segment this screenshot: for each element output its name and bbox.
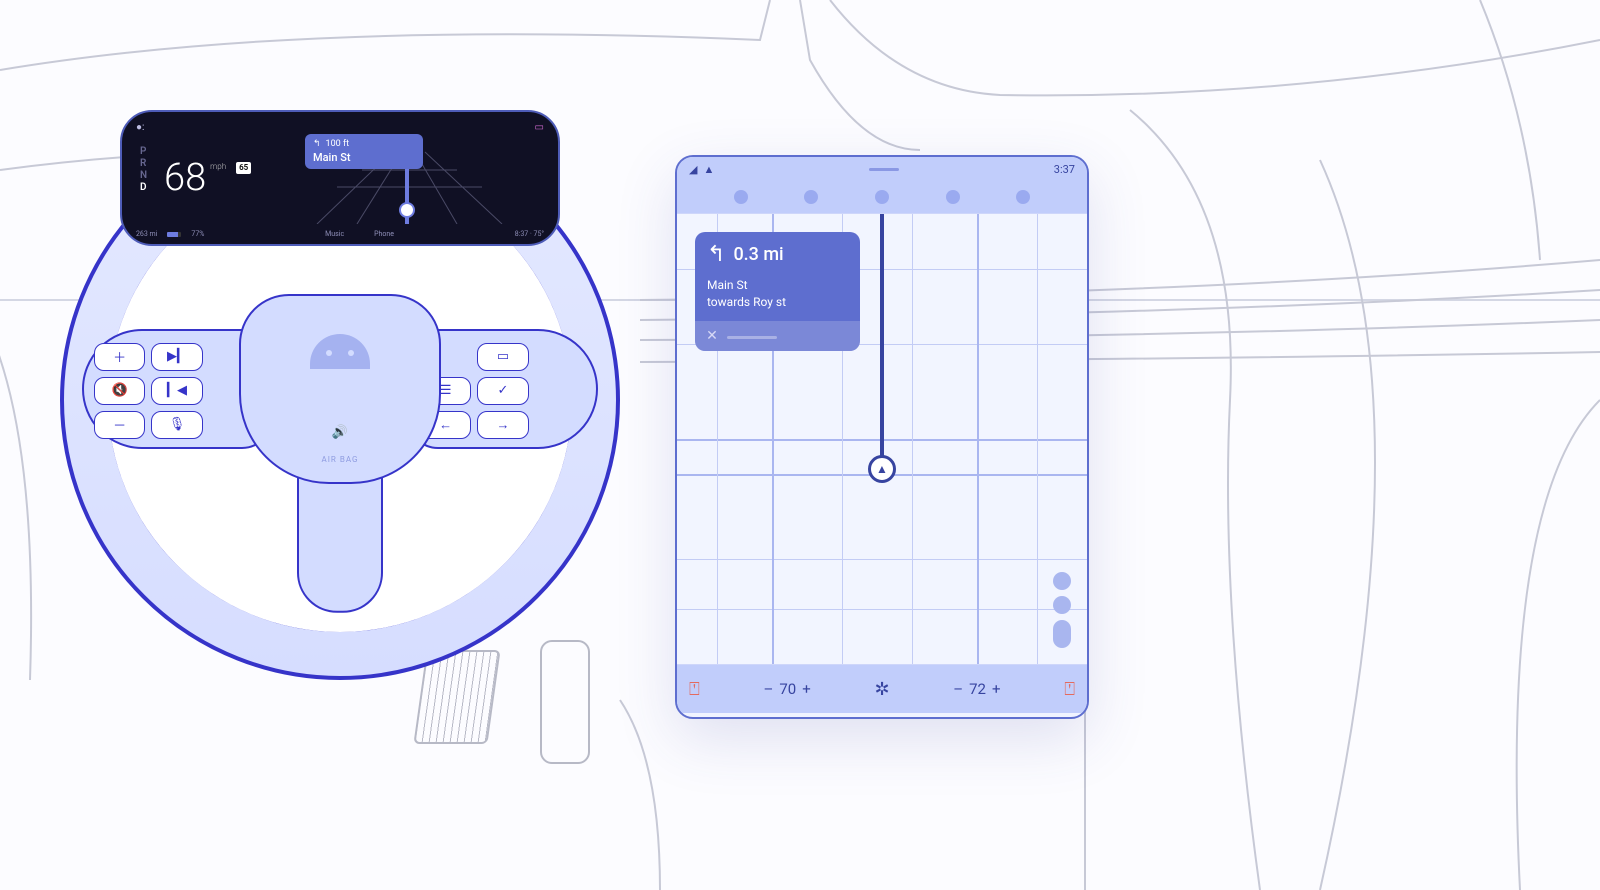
seat-heat-right-icon[interactable]: ⍞ [1064,679,1075,700]
temp-decrease-button[interactable]: – [953,680,963,698]
mute-button[interactable]: 🔇 [94,377,145,405]
app-shortcut-1[interactable] [734,190,748,204]
battery-icon [167,232,181,237]
airbag-label: AIR BAG [322,455,359,464]
horn-icon[interactable] [332,425,348,440]
map-fab-1[interactable] [1053,572,1071,590]
close-icon[interactable]: ✕ [705,329,719,343]
turn-left-icon: ↰ [707,242,725,267]
range-label: 263 mi [136,230,157,238]
cluster-nav-preview: ↰ 100 ft Main St [297,132,517,224]
turn-street: Main St [707,277,848,294]
volume-up-button[interactable]: ＋ [94,343,145,371]
assistant-icon: ●: [136,122,144,133]
turn-distance: 0.3 mi [733,244,783,265]
hvac-bar: ⍞ – 70 + ✲ – 72 + ⍞ [677,665,1087,713]
map-action-stack [1053,572,1071,648]
android-logo-icon [310,334,370,369]
cluster-turn-distance: 100 ft [326,139,349,149]
cluster-turn-card: ↰ 100 ft Main St [305,134,423,169]
status-clock: 3:37 [1054,163,1075,176]
speedometer: 68 mph 65 [164,156,251,200]
speed-unit: mph [210,162,226,172]
seat-heat-left-icon[interactable]: ⍞ [689,679,700,700]
temp-increase-button[interactable]: + [992,680,1001,698]
navigation-map[interactable]: ▲ ↰ 0.3 mi Main St towards Roy st ✕ [677,213,1087,665]
turn-towards: towards Roy st [707,294,848,311]
left-temp-control[interactable]: – 70 + [764,680,811,698]
right-temp-control[interactable]: – 72 + [953,680,1000,698]
current-location-puck: ▲ [868,455,896,483]
bottom-app-music: Music [325,230,344,238]
battery-percent: 77% [191,230,204,238]
signal-icon: ◢ [689,163,697,176]
turn-left-icon: ↰ [313,139,321,149]
speed-value: 68 [164,156,206,200]
steering-hub: AIR BAG [239,294,441,484]
app-shortcut-5[interactable] [1016,190,1030,204]
right-temp-value: 72 [969,680,986,698]
next-track-button[interactable]: ▶▎ [151,343,202,371]
temp-decrease-button[interactable]: – [764,680,774,698]
speed-limit-badge: 65 [236,162,251,174]
map-fab-3[interactable] [1053,620,1071,648]
app-shortcut-3[interactable] [875,190,889,204]
route-line [880,214,884,479]
app-shortcut-4[interactable] [946,190,960,204]
notch-handle [869,168,899,171]
map-fab-2[interactable] [1053,596,1071,614]
gear-indicator: P R N D [140,146,147,193]
status-icon: ▭ [535,122,544,133]
app-bar [677,181,1087,213]
volume-down-button[interactable]: － [94,411,145,439]
confirm-button[interactable]: ✓ [477,377,528,405]
center-display: ◢ ▲ 3:37 ▲ ↰ 0.3 mi Main St [675,155,1089,719]
screen-button[interactable]: ▭ [477,343,528,371]
forward-button[interactable]: → [477,411,528,439]
car-dashboard-illustration: ＋ ▶▎ 🔇 ▎◀ － 🎙 ▭ ☰ ✓ ← → [0,0,1600,890]
prev-track-button[interactable]: ▎◀ [151,377,202,405]
cluster-clock: 8:37 · 75° [515,230,544,238]
turn-card: ↰ 0.3 mi Main St towards Roy st ✕ [695,232,860,351]
instrument-cluster: ●: ▭ P R N D 68 mph 65 [120,110,560,246]
left-temp-value: 70 [779,680,796,698]
fan-icon[interactable]: ✲ [874,679,889,700]
wifi-icon: ▲ [703,163,714,176]
bottom-app-phone: Phone [374,230,394,238]
temp-increase-button[interactable]: + [802,680,811,698]
cluster-turn-street: Main St [313,151,415,164]
status-bar: ◢ ▲ 3:37 [677,157,1087,181]
app-shortcut-2[interactable] [804,190,818,204]
voice-assistant-button[interactable]: 🎙 [151,411,202,439]
turn-card-footer[interactable]: ✕ [695,321,860,351]
